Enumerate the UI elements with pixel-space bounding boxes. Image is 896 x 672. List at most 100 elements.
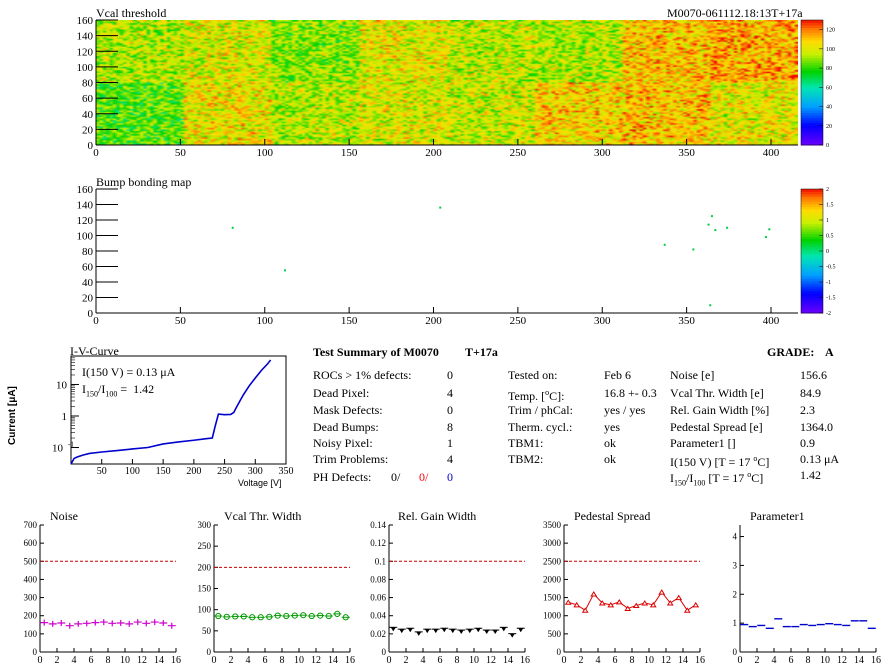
summary-row-label: Pedestal Spread [e] [670, 420, 763, 434]
summary-row-label: TBM2: [508, 452, 544, 466]
colorbar-segment [801, 189, 823, 192]
colorbar-segment [801, 107, 823, 111]
grade-value: A [825, 345, 834, 359]
y-tick-label: 0.06 [370, 593, 386, 603]
colorbar-segment [801, 92, 823, 96]
x-tick-label: 6 [89, 655, 94, 666]
x-tick-label: 12 [837, 655, 847, 666]
colorbar-segment [801, 255, 823, 259]
y-tick-label: 0 [733, 647, 738, 657]
data-point [641, 600, 649, 606]
data-point [91, 619, 100, 626]
summary-row-value: 1 [447, 436, 453, 450]
y-tick-label: 160 [77, 15, 94, 27]
vcal-width-title: Vcal Thr. Width [224, 509, 302, 523]
colorbar-segment [801, 42, 823, 46]
colorbar-tick-label: 60 [826, 85, 832, 91]
x-tick-label: 300 [248, 466, 263, 477]
data-point [458, 630, 464, 635]
x-tick-label: 0 [738, 655, 743, 666]
colorbar-segment [801, 45, 823, 48]
y-tick-label: 0.02 [370, 629, 386, 639]
x-tick-label: 0 [387, 655, 392, 666]
x-tick-label: 150 [341, 315, 358, 327]
colorbar-segment [801, 268, 823, 272]
colorbar-segment [801, 238, 823, 242]
colorbar-segment [801, 115, 823, 118]
colorbar-segment [801, 191, 823, 195]
summary-row-label: I150/I100 [T = 17 oC] [670, 470, 764, 488]
x-tick-label: 200 [186, 466, 201, 477]
x-tick-label: 250 [510, 315, 527, 327]
y-tick-label: 250 [198, 541, 212, 551]
colorbar-segment [801, 97, 823, 101]
x-tick-label: 14 [328, 655, 338, 666]
x-tick-label: 10 [644, 655, 654, 666]
y-tick-label: 160 [77, 184, 94, 196]
colorbar-tick-label: -1.5 [826, 296, 836, 302]
colorbar-segment [801, 206, 823, 210]
y-tick-label: 200 [198, 562, 212, 572]
vcal-threshold-heatmap: 0 50 100 150 200 250 300 350 4000204060801001201… [77, 15, 836, 159]
y-tick-label: 60 [82, 262, 94, 274]
iv-series-line [70, 359, 272, 465]
pedestal_spread-plot: 0 2 4 6 8 10 12 14 16 0 500 1000 1500 2000 2500 3000 350… [543, 520, 705, 666]
colorbar-segment [801, 196, 823, 200]
data-point [484, 630, 490, 635]
colorbar-segment [801, 120, 823, 123]
vcal-threshold-title: Vcal threshold [96, 6, 167, 20]
iv-annotation-ratio: I150/I100 = 1.42 [82, 382, 155, 399]
iv-annotation-current: I(150 V) = 0.13 μA [82, 365, 176, 379]
y-tick-label: 0.12 [370, 538, 386, 548]
y-tick-label: 500 [24, 556, 38, 566]
bump-defect-point [692, 248, 695, 251]
x-tick-label: 100 [257, 147, 274, 159]
summary-row-label: Mask Defects: [313, 403, 383, 417]
data-point [82, 620, 91, 627]
rel_gain_width-plot: 0 2 4 6 8 10 12 14 16 0 0.02 0.04 0.06 0.08 0.1 0.12 0.1… [370, 520, 530, 666]
bump-defect-point [707, 223, 710, 226]
colorbar-segment [801, 142, 823, 146]
y-tick-label: 4 [733, 532, 738, 542]
noise-plot: 0 2 4 6 8 10 12 14 16 0 100 200 300 400 500 600 700 [24, 520, 182, 666]
x-tick-label: 6 [263, 655, 268, 666]
y-tick-label: 100 [198, 605, 212, 615]
data-point [390, 627, 396, 632]
colorbar-segment [801, 228, 823, 232]
x-tick-label: 400 [763, 147, 780, 159]
x-tick-label: 16 [520, 655, 530, 666]
data-point [125, 620, 134, 627]
colorbar-segment [801, 32, 823, 36]
x-tick-label: 8 [280, 655, 285, 666]
x-tick-label: 400 [763, 315, 780, 327]
summary-row-value: 4 [447, 386, 453, 400]
y-tick-label: 0 [33, 647, 38, 657]
data-point [666, 600, 674, 606]
bump-defect-point [710, 215, 713, 218]
x-tick-label: 200 [425, 315, 442, 327]
x-tick-label: 14 [854, 655, 864, 666]
colorbar-segment [801, 273, 823, 277]
colorbar-frame [800, 19, 824, 146]
colorbar-segment [801, 132, 823, 136]
x-tick-label: 2 [229, 655, 234, 666]
summary-row-label: ROCs > 1% defects: [313, 368, 412, 382]
data-point [399, 629, 405, 634]
colorbar-tick-label: 120 [826, 28, 835, 34]
colorbar-tick-label: 20 [826, 124, 832, 130]
y-tick-label: 40 [82, 109, 94, 121]
colorbar-segment [801, 55, 823, 58]
bump-defect-point [231, 226, 234, 229]
summary-row-value: ok [604, 452, 616, 466]
x-tick-label: 6 [789, 655, 794, 666]
summary-row-label: Therm. cycl.: [508, 420, 573, 434]
summary-row-value: 16.8 +- 0.3 [604, 386, 657, 400]
colorbar-segment [801, 75, 823, 78]
data-point [683, 607, 691, 613]
colorbar-segment [801, 216, 823, 220]
y-tick-label: 1 [62, 411, 68, 423]
colorbar-segment [801, 37, 823, 41]
vcal_thr_width-plot: 0 2 4 6 8 10 12 14 16 0 50 100 150 200 250 300 [198, 520, 356, 666]
colorbar-segment [801, 243, 823, 247]
